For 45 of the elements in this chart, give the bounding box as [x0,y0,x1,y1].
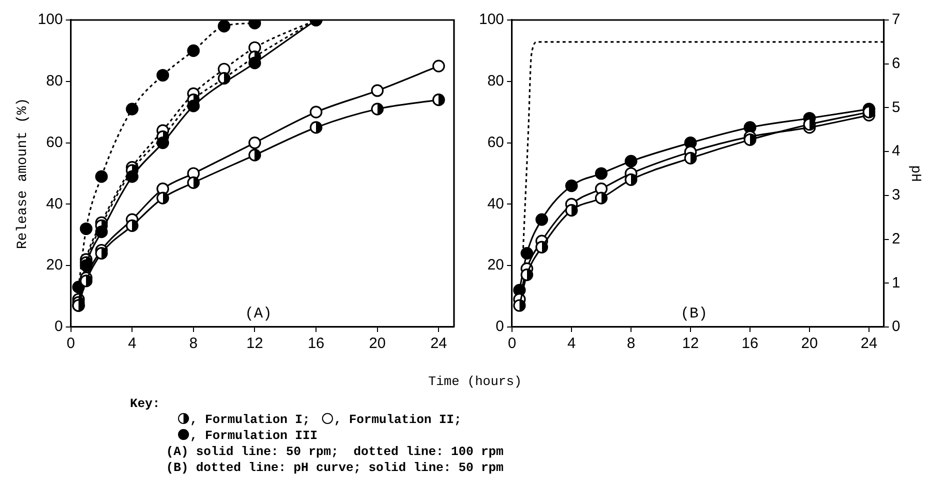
text: , Formulation II; [334,413,462,427]
x-tick-label: 16 [308,335,324,352]
text: Key: [130,397,160,411]
y2-tick-label: 3 [892,186,900,204]
y-axis-title: Release amount (%) [15,98,32,250]
x-tick-label: 0 [508,335,516,352]
text: (A) solid line: 50 rpm; dotted line: 100 rpm [166,445,504,459]
y2-tick-label: 1 [892,274,900,292]
y-tick-label: 80 [46,72,63,90]
y-tick-label: 60 [487,134,504,151]
y-tick-label: 100 [478,11,504,28]
y2-tick-label: 2 [892,230,900,248]
y-tick-label: 60 [46,134,63,151]
x-tick-label: 12 [246,335,264,352]
y-tick-label: 40 [46,195,63,212]
x-tick-label: 8 [626,335,636,352]
y-tick-label: 20 [487,256,504,274]
y2-tick-label: 7 [892,11,900,28]
text: , Formulation III [190,429,318,443]
text: (B) [680,305,708,322]
x-tick-label: 16 [742,335,758,352]
y-tick-label: 80 [487,72,504,90]
y-tick-label: 20 [46,256,63,274]
x-tick-label: 0 [66,335,75,352]
text: (B) dotted line: pH curve; solid line: 50 rpm [166,461,504,475]
x-tick-label: 8 [189,335,198,352]
y2-axis-title: pH [906,165,923,182]
x-tick-label: 20 [369,335,386,352]
y-tick-label: 40 [487,195,504,212]
x-tick-label: 12 [682,335,699,352]
y-tick-label: 0 [496,318,504,336]
text: (A) [244,305,272,322]
x-tick-label: 24 [430,335,448,352]
x-tick-label: 4 [567,335,576,352]
y-tick-label: 100 [38,11,63,28]
y2-tick-label: 0 [892,318,900,336]
y2-tick-label: 5 [892,98,900,116]
y-tick-label: 0 [54,318,63,336]
x-tick-label: 24 [860,335,878,352]
x-tick-label: 20 [801,335,818,352]
x-axis-title: Time (hours) [427,374,523,389]
y2-tick-label: 4 [892,142,900,160]
x-tick-label: 4 [128,335,136,352]
text: , Formulation I; [190,413,310,427]
y2-tick-label: 6 [892,55,900,72]
